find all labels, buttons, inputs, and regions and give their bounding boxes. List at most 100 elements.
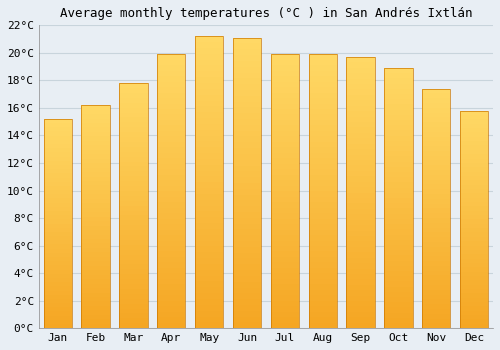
Bar (346, 127, 375, 133)
Bar (270, 273, 299, 279)
Bar (119, 83, 148, 88)
Bar (460, 320, 488, 324)
Bar (308, 202, 337, 208)
Bar (233, 235, 261, 241)
Bar (233, 72, 261, 78)
Bar (270, 306, 299, 312)
Bar (157, 164, 186, 169)
Bar (44, 177, 72, 182)
Bar (119, 284, 148, 289)
Bar (233, 247, 261, 253)
Bar (270, 290, 299, 295)
Bar (195, 188, 224, 194)
Bar (82, 194, 110, 199)
Bar (422, 108, 450, 113)
Bar (308, 279, 337, 284)
Bar (422, 132, 450, 136)
Bar (119, 299, 148, 304)
Bar (422, 189, 450, 194)
Bar (157, 180, 186, 186)
Bar (346, 95, 375, 100)
Bar (82, 301, 110, 306)
Bar (44, 303, 72, 307)
Bar (44, 186, 72, 190)
Bar (384, 193, 412, 198)
Bar (384, 188, 412, 193)
Bar (233, 154, 261, 160)
Bar (384, 245, 412, 250)
Bar (157, 251, 186, 257)
Bar (308, 317, 337, 323)
Bar (346, 171, 375, 176)
Bar (233, 90, 261, 96)
Bar (308, 251, 337, 257)
Bar (119, 250, 148, 255)
Bar (308, 158, 337, 164)
Bar (346, 241, 375, 247)
Bar (422, 165, 450, 170)
Bar (384, 182, 412, 188)
Bar (195, 89, 224, 95)
Bar (195, 100, 224, 106)
Bar (422, 170, 450, 175)
Bar (233, 322, 261, 328)
Bar (308, 208, 337, 213)
Bar (460, 224, 488, 228)
Bar (119, 211, 148, 216)
Bar (233, 311, 261, 316)
Bar (157, 306, 186, 312)
Bar (422, 93, 450, 98)
Bar (157, 230, 186, 235)
Bar (119, 309, 148, 314)
Bar (119, 245, 148, 250)
Bar (157, 169, 186, 175)
Bar (460, 250, 488, 254)
Bar (308, 213, 337, 219)
Bar (119, 157, 148, 162)
Bar (422, 290, 450, 295)
Bar (44, 203, 72, 207)
Bar (460, 298, 488, 302)
Bar (233, 160, 261, 166)
Bar (346, 312, 375, 317)
Bar (384, 250, 412, 256)
Bar (44, 152, 72, 156)
Bar (44, 161, 72, 165)
Bar (270, 284, 299, 290)
Bar (157, 158, 186, 164)
Bar (195, 130, 224, 135)
Bar (346, 149, 375, 155)
Bar (233, 43, 261, 49)
Bar (233, 78, 261, 84)
Bar (460, 215, 488, 219)
Bar (346, 166, 375, 171)
Bar (119, 117, 148, 122)
Bar (384, 302, 412, 307)
Bar (157, 76, 186, 82)
Bar (460, 241, 488, 246)
Bar (384, 323, 412, 328)
Bar (195, 135, 224, 141)
Bar (157, 125, 186, 131)
Bar (119, 294, 148, 299)
Bar (119, 122, 148, 127)
Bar (195, 42, 224, 48)
Bar (460, 267, 488, 272)
Bar (44, 140, 72, 144)
Bar (233, 84, 261, 90)
Bar (157, 60, 186, 65)
Bar (346, 122, 375, 127)
Bar (233, 224, 261, 229)
Bar (346, 57, 375, 328)
Bar (308, 114, 337, 120)
Bar (460, 276, 488, 280)
Bar (422, 275, 450, 280)
Bar (119, 225, 148, 230)
Bar (82, 293, 110, 297)
Bar (460, 159, 488, 163)
Bar (346, 90, 375, 95)
Bar (233, 258, 261, 264)
Bar (195, 83, 224, 89)
Bar (460, 150, 488, 154)
Bar (157, 323, 186, 328)
